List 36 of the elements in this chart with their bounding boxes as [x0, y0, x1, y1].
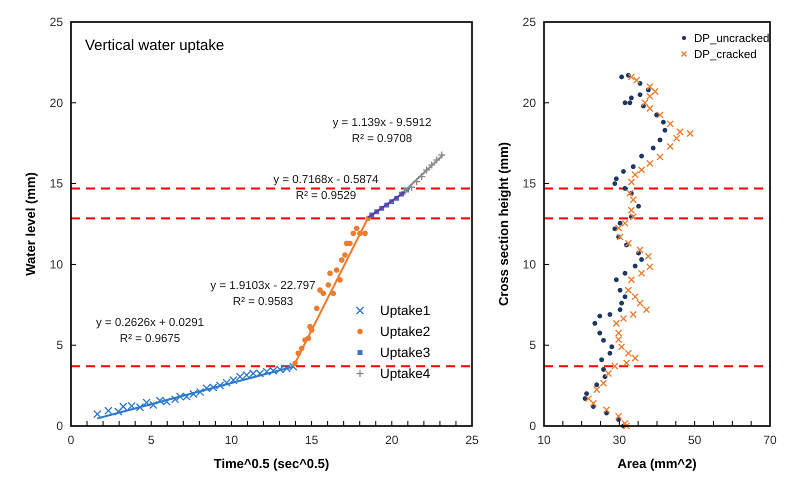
y-tick-label: 20	[522, 96, 536, 110]
y-tick-label: 15	[50, 176, 64, 191]
y-tick-label: 10	[50, 257, 64, 272]
x-tick-label: 70	[763, 433, 777, 447]
legend-label: DP_uncracked	[694, 33, 770, 46]
text: Vertical water uptake	[85, 37, 224, 54]
y-tick-label: 5	[529, 338, 536, 352]
annotation: y = 0.2626x + 0.0291 R² = 0.9675	[96, 317, 204, 345]
legend-label: Uptake2	[380, 324, 430, 340]
x-tick-label: 15	[304, 433, 319, 447]
x-tick-label: 10	[224, 433, 238, 447]
y-tick-label: 20	[50, 96, 64, 110]
x-tick-label: 25	[465, 433, 479, 447]
legend-label: DP_cracked	[694, 49, 757, 62]
annotation: y = 1.9103x - 22.797 R² = 0.9583	[210, 280, 316, 308]
x-tick-label: 30	[612, 433, 626, 447]
x-tick-label: 50	[688, 433, 702, 447]
legend-label: Uptake1	[380, 303, 430, 318]
x-tick-label: 5	[148, 433, 155, 447]
y-tick-label: 0	[56, 419, 64, 433]
y-tick-label: 25	[50, 15, 64, 29]
y-tick-label: 25	[522, 15, 536, 29]
legend-label: Uptake4	[380, 366, 431, 382]
y-axis-title: Cross section height (mm)	[496, 142, 511, 306]
annotation: y = 0.7168x - 0.5874 R² = 0.9529	[273, 174, 380, 202]
y-tick-label: 0	[529, 419, 536, 433]
annotation: y = 1.139x - 9.5912 R² = 0.9708	[332, 117, 432, 145]
legend-label: Uptake3	[380, 345, 430, 360]
x-tick-label: 0	[68, 433, 75, 447]
x-axis-title: Area (mm^2)	[617, 456, 697, 471]
y-tick-label: 5	[56, 338, 64, 352]
x-tick-label: 20	[385, 433, 399, 447]
y-tick-label: 15	[522, 176, 536, 191]
y-tick-label: 10	[522, 257, 536, 272]
y-axis-title: Water level (mm)	[23, 172, 38, 276]
x-axis-title: Time^0.5 (sec^0.5)	[214, 456, 330, 471]
